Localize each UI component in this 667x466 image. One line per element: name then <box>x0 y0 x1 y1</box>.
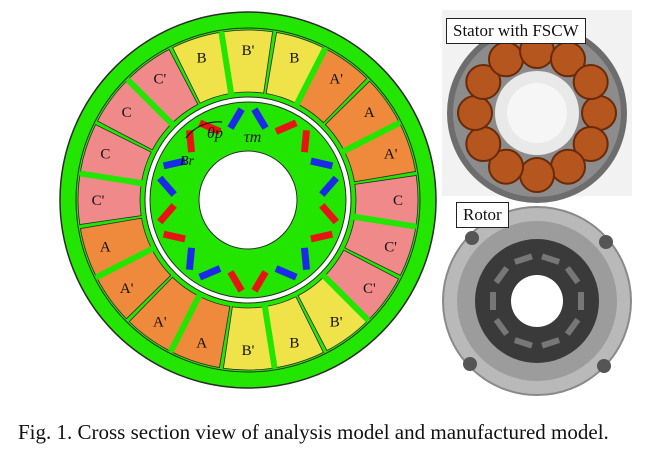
cross-section-model: B' B A' A A' C C' C' B' B B' A A' A' A C' C C C' B θp τm Br <box>59 11 437 389</box>
photo-coil <box>572 126 609 162</box>
coil-segment <box>297 276 368 352</box>
theta-label: θp <box>207 125 223 142</box>
photo-coil <box>572 64 609 100</box>
rotor-photo <box>442 203 632 399</box>
magnet <box>300 129 310 153</box>
shaft-hole <box>198 150 298 250</box>
photo-slot <box>541 337 561 349</box>
figure-caption: Fig. 1. Cross section view of analysis m… <box>18 420 609 444</box>
coil-label: A' <box>329 72 343 88</box>
coil-label: B' <box>242 43 255 59</box>
coil-label: B' <box>330 314 343 330</box>
coil-label: C' <box>92 193 105 209</box>
photo-slot <box>578 292 584 310</box>
rotor-photo-label: Rotor <box>456 202 509 228</box>
photo-coil <box>465 64 502 100</box>
magnet <box>274 265 298 281</box>
coil-label: B' <box>242 343 255 359</box>
magnet <box>300 247 310 271</box>
photo-coil <box>488 41 524 78</box>
stator-tooth <box>319 271 371 323</box>
magnet <box>186 247 196 271</box>
magnet <box>157 203 177 225</box>
br-label: Br <box>180 154 195 169</box>
photo-slot <box>541 253 561 265</box>
coil-segment <box>344 124 417 183</box>
photo-coil <box>550 148 586 185</box>
coil-label: C <box>122 105 132 121</box>
stator-photo <box>442 10 632 203</box>
coil-segment <box>222 29 274 94</box>
coil-labels: B' B A' A A' C C' C' B' B B' A A' A' A C' C C C' B <box>92 43 403 359</box>
magnet <box>198 265 222 281</box>
coil-label: C' <box>363 281 376 297</box>
photo-coil <box>465 126 502 162</box>
magnet <box>274 119 298 135</box>
photo-slot <box>493 266 510 285</box>
coil-label: C <box>393 193 403 209</box>
photo-coil <box>457 95 493 131</box>
magnet <box>157 175 177 197</box>
coil-label: A' <box>153 314 167 330</box>
photo-coil <box>581 95 617 131</box>
magnet <box>251 107 269 130</box>
coil-segment <box>128 48 199 124</box>
stator-photo-label: Stator with FSCW <box>446 18 586 44</box>
magnet <box>251 270 269 293</box>
stator-tooth <box>350 213 417 230</box>
stator-tooth <box>125 77 177 129</box>
stator-tooth <box>339 120 401 156</box>
magnet <box>227 107 245 130</box>
photo-slot <box>493 317 510 336</box>
magnet <box>227 270 245 293</box>
tau-label: τm <box>244 129 261 146</box>
stator-back-iron-line <box>75 27 421 373</box>
rotor-magnets <box>157 107 339 293</box>
coil-label: A <box>364 105 375 121</box>
coil-label: B <box>197 50 207 66</box>
coil-label: C <box>100 147 110 163</box>
coil-segment <box>79 124 152 183</box>
stator-tooth <box>79 170 146 187</box>
coil-segment <box>128 276 199 352</box>
magnet <box>319 175 339 197</box>
coil-segment <box>222 306 274 371</box>
photo-slot <box>490 292 496 310</box>
coil-label: B <box>289 336 299 352</box>
magnet <box>310 157 334 170</box>
coil-label: B <box>289 50 299 66</box>
coil-label: A' <box>384 147 398 163</box>
coil-segment <box>344 217 417 276</box>
photo-slot <box>564 317 581 336</box>
photo-slot <box>513 253 533 265</box>
coil-label: A <box>196 336 207 352</box>
stator-tooth <box>261 302 278 369</box>
magnet <box>310 230 334 243</box>
stator-tooth <box>168 291 204 353</box>
stator-tooth <box>292 47 328 109</box>
coil-label: A' <box>120 281 134 297</box>
coil-segment <box>79 217 152 276</box>
photo-coil <box>488 148 524 185</box>
theta-arc <box>185 121 223 139</box>
magnet <box>162 157 186 170</box>
stator-tooth <box>218 31 235 98</box>
coil-label: C' <box>384 239 397 255</box>
coil-label: A <box>100 239 111 255</box>
coil-label: C' <box>153 72 166 88</box>
magnet <box>319 203 339 225</box>
stator-coils <box>77 29 419 371</box>
photo-coil <box>519 157 555 193</box>
stator-tooth <box>95 244 157 280</box>
photo-slot <box>564 266 581 285</box>
coil-segment <box>297 48 368 124</box>
photo-slot <box>513 337 533 349</box>
magnet <box>162 230 186 243</box>
